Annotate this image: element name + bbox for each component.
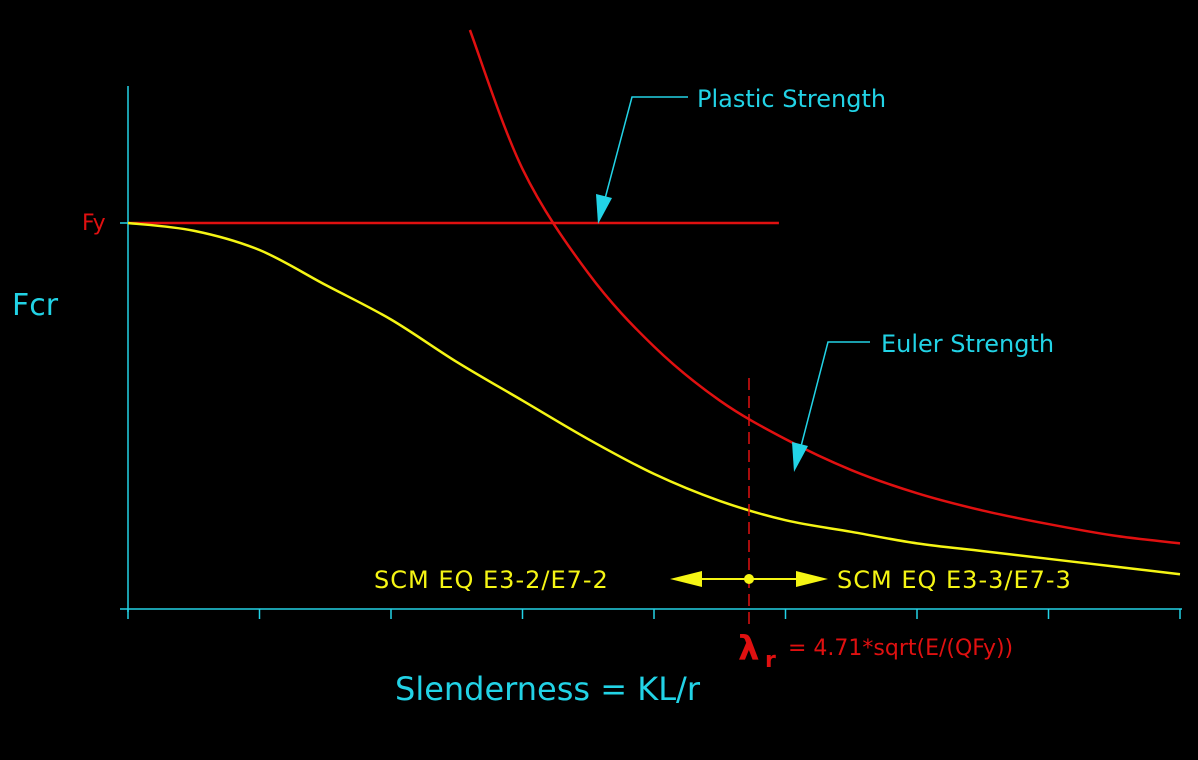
lambda-subscript: r [765,648,776,673]
euler-leader-arrowhead-icon [792,442,808,472]
series-layer [127,29,1181,576]
column-strength-curve [127,221,1181,576]
lambda-formula: = 4.71*sqrt(E/(QFy)) [788,636,1013,661]
lambda-r-point [744,574,754,584]
equation-range-arrow [670,571,828,587]
left-arrowhead-icon [670,571,702,587]
plastic-strength-label: Plastic Strength [697,85,886,113]
x-axis-ticks [127,609,1181,619]
plastic-strength-leader [596,96,688,224]
right-arrowhead-icon [796,571,828,587]
x-axis-label: Slenderness = KL/r [395,670,701,708]
left-equation-label: SCM EQ E3-2/E7-2 [374,566,609,594]
lambda-symbol: λ [738,629,760,669]
euler-strength-curve [468,29,1181,545]
fy-tick-label: Fy [82,211,106,236]
euler-strength-leader [792,341,870,472]
y-axis-label: Fcr [12,288,59,323]
plastic-leader-arrowhead-icon [596,194,612,224]
euler-strength-label: Euler Strength [881,330,1054,358]
right-equation-label: SCM EQ E3-3/E7-3 [837,566,1072,594]
